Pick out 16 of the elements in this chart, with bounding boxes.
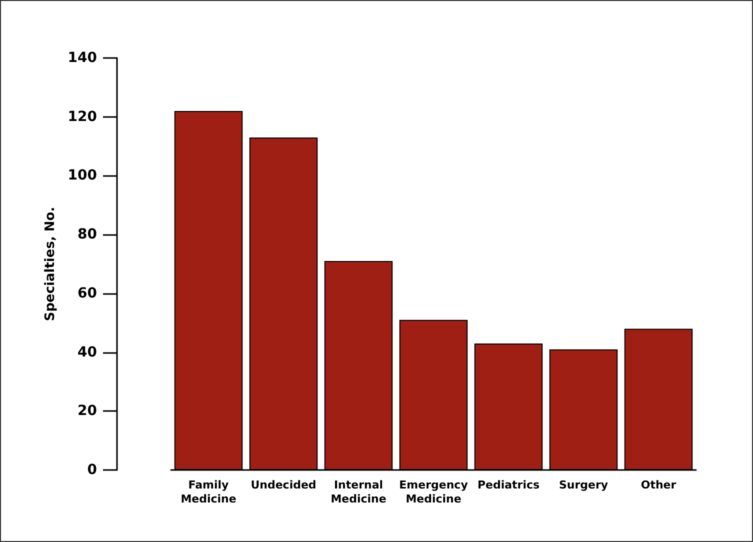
x-tick-label: Emergency Medicine: [399, 478, 468, 506]
x-tick-label: Surgery: [558, 478, 608, 492]
x-tick-label: Undecided: [250, 478, 316, 492]
x-tick-label: Internal Medicine: [330, 478, 386, 506]
y-tick-label: 40: [78, 344, 98, 360]
y-tick-label: 60: [78, 285, 98, 302]
y-tick-label: 140: [68, 50, 98, 66]
y-tick-label: 100: [68, 168, 98, 184]
x-tick-label: Family Medicine: [180, 478, 236, 506]
y-tick-label: 80: [78, 226, 98, 243]
x-tick-label: Pediatrics: [477, 478, 540, 492]
y-axis-title: Specialties, No.: [42, 206, 58, 322]
x-tick-label: Other: [640, 478, 677, 492]
y-tick-label: 0: [87, 462, 98, 478]
y-tick-label: 20: [78, 403, 98, 420]
y-tick-label: 120: [68, 108, 98, 125]
